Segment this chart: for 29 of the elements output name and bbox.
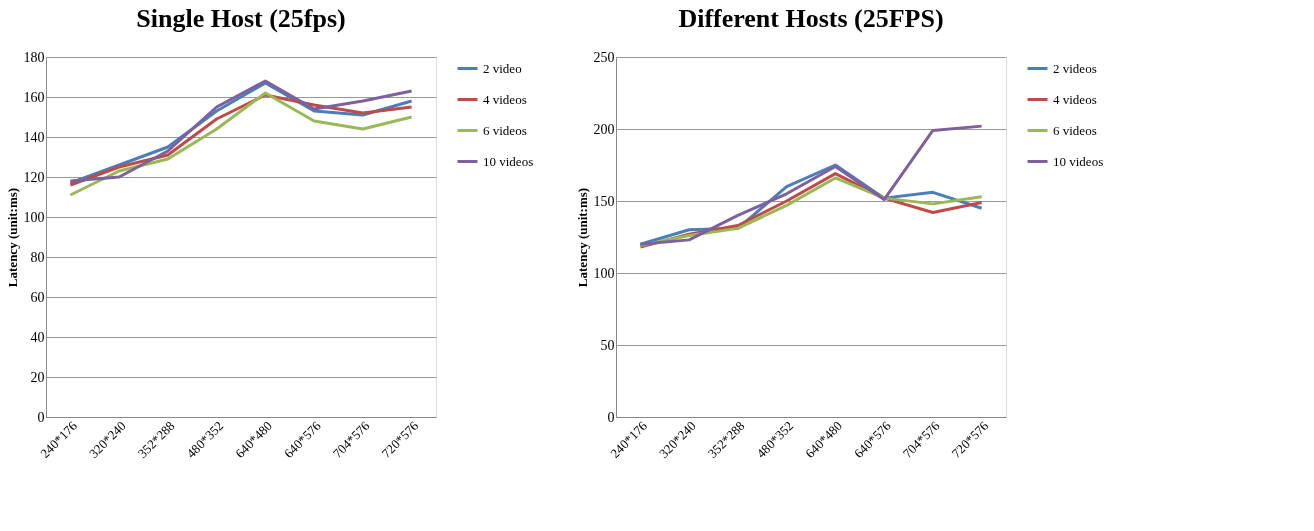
y-tick-label: 80: [30, 249, 45, 265]
y-tick-label: 100: [23, 209, 45, 225]
y-tick-label: 160: [23, 89, 45, 105]
y-tick-label: 40: [30, 329, 45, 345]
legend-label: 6 videos: [483, 122, 527, 138]
legend-label: 4 videos: [483, 91, 527, 107]
chart-title: Different Hosts (25FPS): [678, 4, 944, 33]
chart-title: Single Host (25fps): [136, 4, 346, 33]
y-tick-label: 20: [30, 369, 45, 385]
y-tick-label: 140: [23, 129, 45, 145]
y-axis-title: Latency (unit:ms): [4, 187, 20, 288]
y-tick-label: 250: [593, 49, 615, 65]
y-tick-label: 120: [23, 169, 45, 185]
y-tick-label: 0: [37, 409, 45, 425]
legend-label: 4 videos: [1053, 91, 1097, 107]
y-tick-label: 200: [593, 121, 615, 137]
y-axis-title: Latency (unit:ms): [574, 187, 590, 288]
y-tick-label: 100: [593, 265, 615, 281]
legend-label: 6 videos: [1053, 122, 1097, 138]
line-series: [638, 124, 984, 246]
legend-label: 10 videos: [483, 153, 534, 169]
legend-label: 10 videos: [1053, 153, 1104, 169]
y-tick-label: 60: [30, 289, 45, 305]
y-tick-label: 0: [607, 409, 615, 425]
y-tick-label: 50: [600, 337, 615, 353]
legend-label: 2 videos: [1053, 60, 1097, 76]
y-tick-label: 180: [23, 49, 45, 65]
legend-label: 2 video: [483, 60, 522, 76]
y-tick-label: 150: [593, 193, 615, 209]
